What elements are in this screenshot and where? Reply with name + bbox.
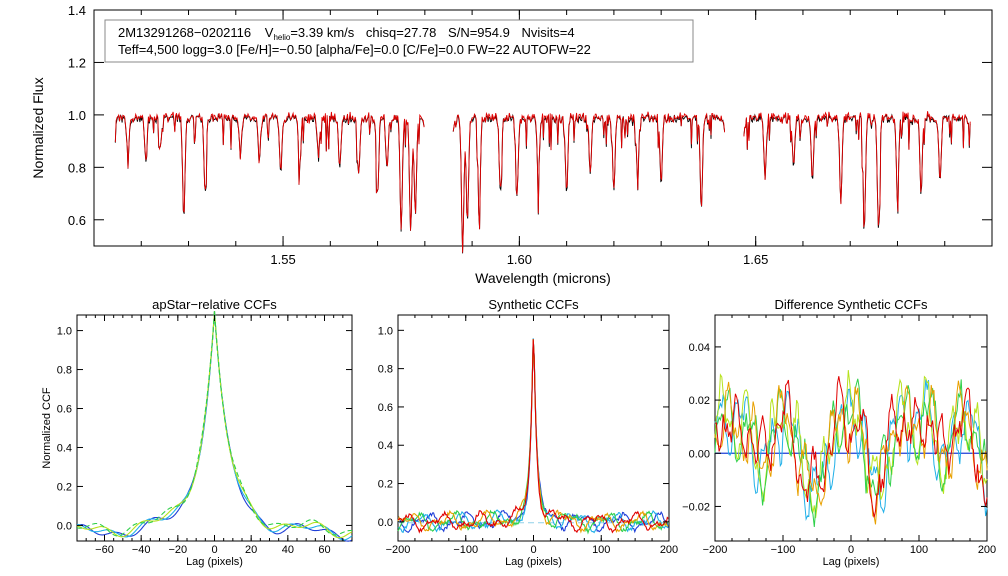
y-tick-label: 0.0 — [57, 520, 72, 532]
x-tick-label: 60 — [318, 544, 330, 556]
synthetic-ccf-line — [397, 339, 669, 534]
x-tick-label: 0 — [530, 544, 536, 556]
spectrum-model-line — [114, 111, 425, 231]
synthetic-ccf-line — [397, 338, 669, 534]
apstar-ccf-line — [76, 311, 353, 539]
x-tick-label: −60 — [95, 544, 114, 556]
diff-ccf-line — [714, 380, 988, 525]
y-axis-label: Normalized Flux — [30, 77, 46, 178]
vhelio-subscript: helio — [273, 33, 290, 42]
spectrum-model-line — [743, 111, 971, 228]
apstar-ccf-line — [76, 311, 353, 537]
apstar-ccf-line — [77, 311, 353, 541]
x-axis-label: Lag (pixels) — [823, 556, 880, 568]
y-tick-label: 0.2 — [57, 481, 72, 493]
synthetic-ccf-panel: −200 −100 0 100 200 0.0 0.2 0.4 0.6 0.8 1.0 Lag (pi… — [378, 297, 678, 568]
y-tick-label: 0.6 — [68, 213, 86, 228]
x-tick-label: 0 — [211, 544, 217, 556]
info-line-2: Teff=4,500 logg=3.0 [Fe/H]=−0.50 [alpha/… — [118, 42, 591, 57]
vhelio-label: V — [265, 25, 274, 40]
spectrum-series-group — [114, 111, 971, 254]
panel-title: Synthetic CCFs — [488, 297, 579, 312]
y-tick-label: 0.4 — [378, 440, 393, 452]
x-tick-label: −200 — [386, 544, 411, 556]
diff-ccf-series-group — [714, 370, 988, 527]
synthetic-ccf-line — [397, 339, 669, 534]
y-tick-label: 0.00 — [689, 448, 710, 460]
y-tick-label: 1.0 — [57, 326, 72, 338]
x-tick-label: 1.60 — [507, 252, 532, 267]
x-axis-label: Wavelength (microns) — [475, 270, 611, 286]
diff-ccf-panel: −200 −100 0 100 200 −0.02 0.00 0.02 0.04 Lag (pix… — [682, 297, 996, 568]
spectrum-observed-line — [743, 113, 971, 229]
spectrum-model-line — [452, 111, 726, 253]
synthetic-ccf-axes: −200 −100 0 100 200 0.0 0.2 0.4 0.6 0.8 1.0 Lag (pi… — [378, 297, 678, 568]
y-tick-label: 1.0 — [378, 325, 393, 337]
panel-title: apStar−relative CCFs — [152, 297, 277, 312]
apstar-ccf-line — [76, 311, 353, 542]
x-tick-label: −20 — [168, 544, 187, 556]
x-tick-label: −100 — [453, 544, 478, 556]
diff-ccf-line — [714, 379, 988, 521]
synthetic-ccf-series-group — [397, 338, 669, 535]
y-tick-label: 0.6 — [57, 404, 72, 416]
y-tick-label: 1.2 — [68, 55, 86, 70]
x-axis-label: Lag (pixels) — [505, 556, 562, 568]
y-tick-label: 0.0 — [378, 517, 393, 529]
x-axis-label: Lag (pixels) — [186, 556, 243, 568]
y-tick-label: 0.04 — [689, 342, 710, 354]
y-tick-label: −0.02 — [682, 501, 710, 513]
y-tick-label: 1.4 — [68, 3, 86, 18]
x-tick-label: 200 — [978, 544, 996, 556]
x-tick-label: 1.65 — [743, 252, 768, 267]
x-tick-label: 20 — [245, 544, 257, 556]
spectrum-axes: 1.55 1.60 1.65 0.6 0.8 1.0 1.2 1.4 Wavelength (m… — [30, 3, 992, 286]
info-box — [104, 19, 694, 63]
diff-ccf-line — [714, 378, 988, 527]
x-tick-label: −200 — [703, 544, 728, 556]
y-tick-label: 0.2 — [378, 479, 393, 491]
y-tick-label: 1.0 — [68, 108, 86, 123]
diff-ccf-line — [714, 376, 988, 518]
y-tick-label: 0.6 — [378, 402, 393, 414]
object-id: 2M13291268−0202116 — [118, 25, 251, 40]
y-axis-label: Normalized CCF — [41, 387, 53, 469]
panel-title: Difference Synthetic CCFs — [775, 297, 928, 312]
nvisits-value: Nvisits=4 — [521, 25, 574, 40]
apstar-ccf-series-group — [76, 311, 353, 542]
chisq-value: chisq=27.78 — [366, 25, 436, 40]
info-line-1: 2M13291268−0202116 Vhelio=3.39 km/s chis… — [118, 25, 575, 42]
x-tick-label: −40 — [132, 544, 151, 556]
spectrum-frame — [93, 9, 993, 247]
x-tick-label: 100 — [592, 544, 610, 556]
synthetic-ccf-line — [397, 338, 669, 535]
y-tick-label: 0.4 — [57, 442, 72, 454]
y-tick-label: 0.8 — [68, 160, 86, 175]
synthetic-ccf-line — [397, 339, 669, 534]
y-tick-label: 0.8 — [57, 365, 72, 377]
spectrum-panel: 1.55 1.60 1.65 0.6 0.8 1.0 1.2 1.4 Wavelength (m… — [30, 3, 993, 286]
x-tick-label: 100 — [910, 544, 928, 556]
diff-ccf-axes: −200 −100 0 100 200 −0.02 0.00 0.02 0.04 Lag (pix… — [682, 297, 996, 568]
apstar-ccf-frame — [76, 314, 353, 542]
snr-value: S/N=954.9 — [448, 25, 510, 40]
x-tick-label: 0 — [848, 544, 854, 556]
x-tick-label: 1.55 — [270, 252, 295, 267]
y-tick-label: 0.02 — [689, 395, 710, 407]
apstar-ccf-axes: −60 −40 −20 0 20 40 60 0.0 0.2 0.4 0.6 0.8 1.0 Lag (p… — [41, 297, 353, 568]
y-tick-label: 0.8 — [378, 364, 393, 376]
vhelio-value: =3.39 km/s — [290, 25, 354, 40]
diff-ccf-line — [714, 370, 988, 519]
x-tick-label: 40 — [282, 544, 294, 556]
x-tick-label: −100 — [771, 544, 796, 556]
x-tick-label: 200 — [660, 544, 678, 556]
apstar-ccf-panel: −60 −40 −20 0 20 40 60 0.0 0.2 0.4 0.6 0.8 1.0 Lag (p… — [41, 297, 353, 568]
